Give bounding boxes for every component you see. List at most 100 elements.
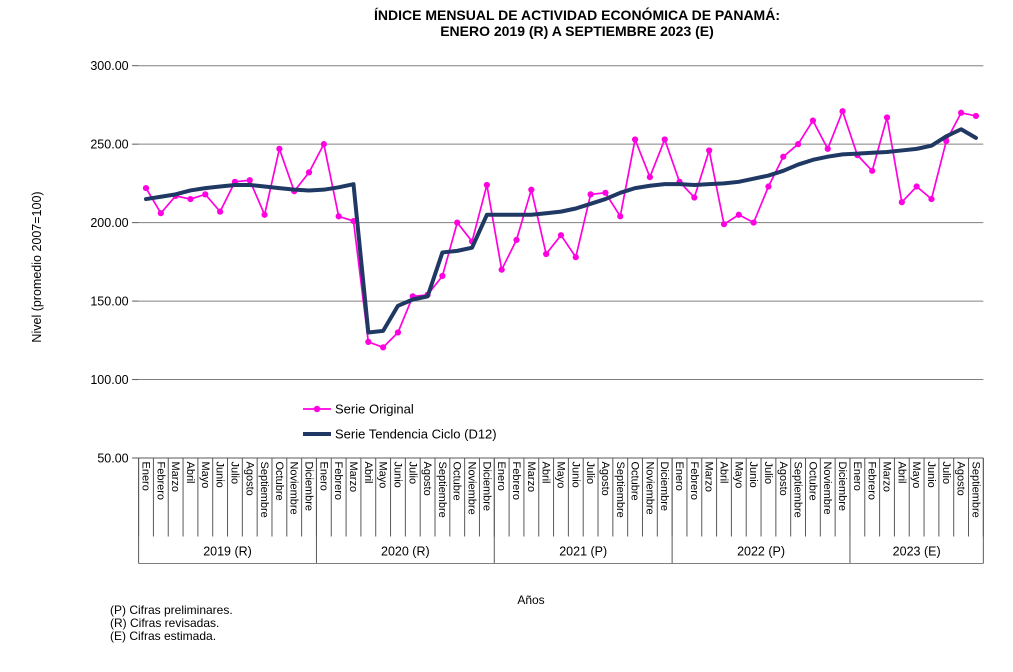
month-label: Septiembre bbox=[436, 462, 448, 518]
year-label: 2022 (P) bbox=[737, 545, 785, 559]
serie-original-marker bbox=[972, 112, 980, 120]
y-tick-label: 150.00 bbox=[90, 295, 128, 309]
serie-original-marker bbox=[720, 221, 728, 228]
legend-item-serie-original: Serie Original bbox=[303, 402, 414, 417]
chart-title-line2: ENERO 2019 (R) A SEPTIEMBRE 2023 (E) bbox=[440, 23, 714, 39]
month-label: Junio bbox=[747, 462, 759, 488]
serie-original-marker bbox=[276, 145, 283, 152]
serie-original-marker bbox=[617, 213, 624, 220]
footnote-revisadas: (R) Cifras revisadas. bbox=[110, 616, 219, 630]
y-tick-label: 200.00 bbox=[90, 216, 128, 230]
serie-original-marker bbox=[187, 195, 194, 203]
serie-original-marker bbox=[557, 232, 565, 239]
month-label: Mayo bbox=[554, 462, 566, 489]
month-label: Abril bbox=[362, 462, 374, 484]
serie-original-marker bbox=[913, 183, 920, 190]
series-group bbox=[142, 108, 980, 351]
legend: Serie Original Serie Tendencia Ciclo (D1… bbox=[303, 402, 497, 442]
month-label: Octubre bbox=[273, 462, 285, 501]
month-label: Enero bbox=[851, 462, 863, 491]
month-label: Julio bbox=[406, 462, 418, 485]
month-label: Abril bbox=[184, 462, 196, 484]
serie-original-marker bbox=[380, 344, 387, 351]
month-label: Marzo bbox=[703, 462, 715, 493]
month-label: Agosto bbox=[599, 462, 611, 496]
serie-original-marker bbox=[631, 136, 639, 143]
serie-original-marker bbox=[157, 210, 164, 217]
serie-original-marker bbox=[261, 211, 268, 218]
month-label: Noviembre bbox=[821, 462, 833, 515]
serie-original-marker bbox=[661, 136, 668, 143]
x-axis-title: Años bbox=[517, 593, 544, 607]
serie-original-marker bbox=[646, 174, 653, 181]
month-label: Diciembre bbox=[658, 462, 670, 512]
month-label: Septiembre bbox=[258, 462, 270, 518]
month-label: Enero bbox=[673, 462, 685, 491]
serie-original-marker bbox=[587, 191, 594, 198]
month-label: Febrero bbox=[154, 462, 166, 501]
serie-original-marker bbox=[572, 254, 579, 261]
serie-original-marker bbox=[483, 181, 490, 189]
serie-original-marker bbox=[217, 208, 224, 215]
month-label: Mayo bbox=[199, 462, 211, 489]
month-label: Febrero bbox=[866, 462, 878, 501]
month-label: Mayo bbox=[377, 462, 389, 489]
month-label: Junio bbox=[214, 462, 226, 488]
serie-original-marker bbox=[305, 169, 313, 176]
serie-tendencia-polyline bbox=[144, 127, 978, 335]
month-label: Febrero bbox=[510, 462, 522, 501]
serie-original-marker bbox=[750, 219, 757, 226]
month-label: Abril bbox=[717, 462, 729, 484]
month-label: Agosto bbox=[955, 462, 967, 496]
month-label: Febrero bbox=[332, 462, 344, 501]
y-tick-label: 50.00 bbox=[97, 452, 128, 466]
month-label: Agosto bbox=[421, 462, 433, 496]
month-label: Diciembre bbox=[303, 462, 315, 512]
serie-original-marker bbox=[142, 184, 150, 192]
y-tick-label: 250.00 bbox=[90, 138, 128, 152]
month-label: Julio bbox=[762, 462, 774, 485]
month-label: Septiembre bbox=[969, 462, 981, 518]
month-label: Septiembre bbox=[614, 462, 626, 518]
y-axis-title: Nivel (promedio 2007=100) bbox=[30, 191, 44, 342]
gridlines-group: 300.00 250.00 200.00 150.00 100.00 50.00 bbox=[90, 59, 984, 466]
month-label: Marzo bbox=[881, 462, 893, 493]
month-label: Noviembre bbox=[466, 462, 478, 515]
month-label: Junio bbox=[925, 462, 937, 488]
serie-original-marker bbox=[528, 186, 535, 193]
month-label: Octubre bbox=[451, 462, 463, 501]
month-label: Abril bbox=[895, 462, 907, 484]
legend-serie-original-marker-icon bbox=[313, 405, 321, 413]
month-label: Enero bbox=[140, 462, 152, 491]
month-label: Junio bbox=[391, 462, 403, 488]
month-label: Noviembre bbox=[643, 462, 655, 515]
serie-original-marker bbox=[839, 108, 846, 115]
serie-original-marker bbox=[246, 177, 253, 184]
y-tick-label: 300.00 bbox=[90, 59, 128, 73]
month-label: Febrero bbox=[688, 462, 700, 501]
serie-original-marker bbox=[320, 141, 327, 148]
month-label: Enero bbox=[495, 462, 507, 491]
serie-original-marker bbox=[824, 145, 831, 152]
year-label: 2019 (R) bbox=[203, 545, 252, 559]
month-label: Junio bbox=[569, 462, 581, 488]
month-label: Mayo bbox=[910, 462, 922, 489]
legend-serie-original-label: Serie Original bbox=[335, 402, 414, 417]
serie-original-marker bbox=[394, 329, 402, 336]
serie-original-marker bbox=[365, 338, 372, 345]
serie-original-marker bbox=[928, 195, 935, 203]
serie-original-marker bbox=[765, 183, 772, 190]
serie-original-marker bbox=[809, 117, 817, 124]
serie-original-marker bbox=[898, 199, 905, 206]
month-label: Noviembre bbox=[288, 462, 300, 515]
month-label: Agosto bbox=[243, 462, 255, 496]
serie-original-marker bbox=[439, 272, 446, 280]
month-label: Abril bbox=[540, 462, 552, 484]
year-label: 2021 (P) bbox=[559, 545, 607, 559]
year-label: 2023 (E) bbox=[893, 545, 941, 559]
month-label: Octubre bbox=[806, 462, 818, 501]
month-label: Diciembre bbox=[836, 462, 848, 512]
serie-original-marker bbox=[602, 189, 609, 196]
month-label: Diciembre bbox=[480, 462, 492, 512]
